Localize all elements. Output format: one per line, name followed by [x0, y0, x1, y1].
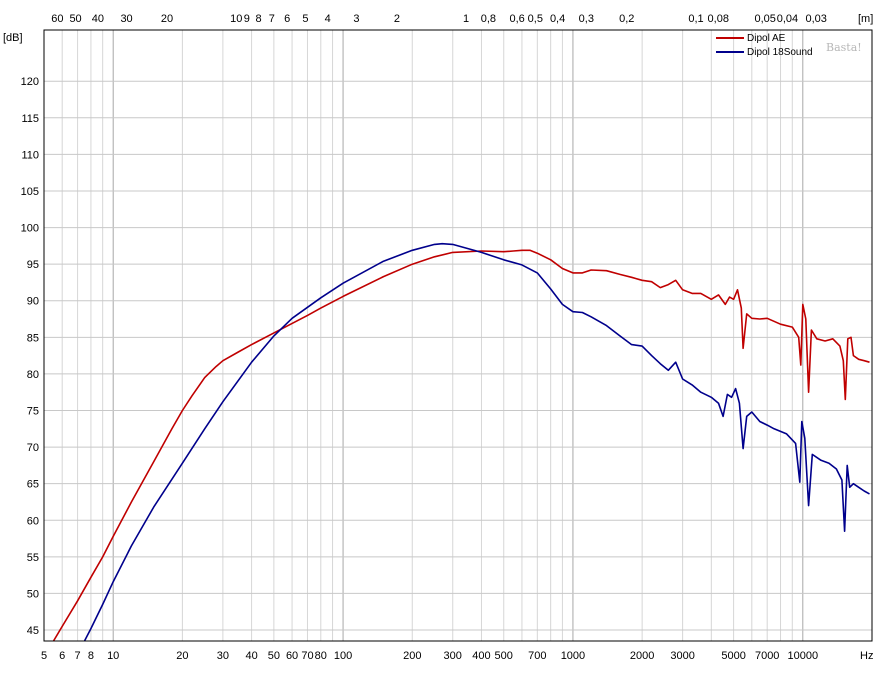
x-axis-unit-label: Hz: [860, 650, 873, 662]
x-tick-label: 70: [301, 650, 313, 662]
x-tick-label: 20: [176, 650, 188, 662]
top-tick-label: 10: [230, 13, 242, 25]
top-tick-label: 40: [92, 13, 104, 25]
x-tick-label: 7: [75, 650, 81, 662]
x-tick-label: 8: [88, 650, 94, 662]
top-tick-label: 3: [353, 13, 359, 25]
top-tick-label: 0,5: [528, 13, 543, 25]
top-tick-label: 8: [255, 13, 261, 25]
x-tick-label: 2000: [630, 650, 654, 662]
top-tick-label: 0,6: [509, 13, 524, 25]
top-tick-label: 60: [51, 13, 63, 25]
y-tick-label: 110: [21, 149, 39, 161]
x-tick-label: 3000: [670, 650, 694, 662]
y-tick-label: 120: [21, 76, 39, 88]
x-tick-label: 30: [217, 650, 229, 662]
y-tick-label: 100: [21, 223, 39, 235]
y-tick-label: 45: [27, 625, 39, 637]
top-tick-label: 0,05: [754, 13, 775, 25]
top-tick-label: 50: [69, 13, 81, 25]
y-tick-label: 80: [27, 369, 39, 381]
y-tick-label: 60: [27, 515, 39, 527]
top-tick-label: 0,04: [777, 13, 798, 25]
y-tick-label: 90: [27, 296, 39, 308]
x-tick-label: 60: [286, 650, 298, 662]
series-line-dipol-18sound: [83, 242, 870, 642]
x-tick-label: 80: [315, 650, 327, 662]
x-tick-label: 100: [334, 650, 352, 662]
x-tick-label: 700: [528, 650, 546, 662]
y-tick-label: 50: [27, 588, 39, 600]
x-tick-label: 6: [59, 650, 65, 662]
y-tick-label: 75: [27, 406, 39, 418]
y-tick-label: 65: [27, 479, 39, 491]
x-tick-label: 5: [41, 650, 47, 662]
y-tick-label: 55: [27, 552, 39, 564]
x-tick-label: 10: [107, 650, 119, 662]
y-tick-label: 95: [27, 259, 39, 271]
top-tick-label: 0,8: [481, 13, 496, 25]
legend: Dipol AE Dipol 18Sound: [716, 33, 813, 58]
watermark: Basta!: [826, 41, 862, 54]
x-tick-label: 400: [472, 650, 490, 662]
top-tick-label: 0,08: [708, 13, 729, 25]
top-tick-label: 5: [302, 13, 308, 25]
top-axis-unit-label: [m]: [858, 13, 873, 25]
top-tick-label: 30: [120, 13, 132, 25]
x-tick-label: 10000: [788, 650, 819, 662]
top-tick-label: 0,03: [805, 13, 826, 25]
top-tick-label: 2: [394, 13, 400, 25]
grid: [44, 30, 872, 641]
top-tick-label: 0,3: [579, 13, 594, 25]
y-tick-label: 85: [27, 332, 39, 344]
top-tick-label: 0,1: [688, 13, 703, 25]
y-tick-label: 105: [21, 186, 39, 198]
x-tick-label: 5000: [721, 650, 745, 662]
top-tick-label: 4: [325, 13, 331, 25]
y-tick-label: 70: [27, 442, 39, 454]
legend-label-dipol-18sound: Dipol 18Sound: [747, 47, 813, 58]
top-tick-label: 6: [284, 13, 290, 25]
x-tick-label: 300: [444, 650, 462, 662]
x-tick-label: 40: [245, 650, 257, 662]
top-tick-label: 20: [161, 13, 173, 25]
x-tick-label: 1000: [561, 650, 585, 662]
series-line-dipol-ae: [52, 249, 870, 642]
x-tick-label: 200: [403, 650, 421, 662]
top-tick-label: 0,2: [619, 13, 634, 25]
series-lines: [52, 242, 870, 642]
plot-frame: [43, 29, 873, 642]
x-tick-label: 500: [495, 650, 513, 662]
legend-label-dipol-ae: Dipol AE: [747, 33, 786, 44]
y-tick-label: 115: [21, 113, 39, 125]
x-tick-label: 50: [268, 650, 280, 662]
top-tick-label: 7: [269, 13, 275, 25]
y-axis-unit-label: [dB]: [3, 32, 23, 44]
top-tick-label: 1: [463, 13, 469, 25]
x-tick-label: 7000: [755, 650, 779, 662]
top-tick-label: 0,4: [550, 13, 565, 25]
top-tick-label: 9: [244, 13, 250, 25]
